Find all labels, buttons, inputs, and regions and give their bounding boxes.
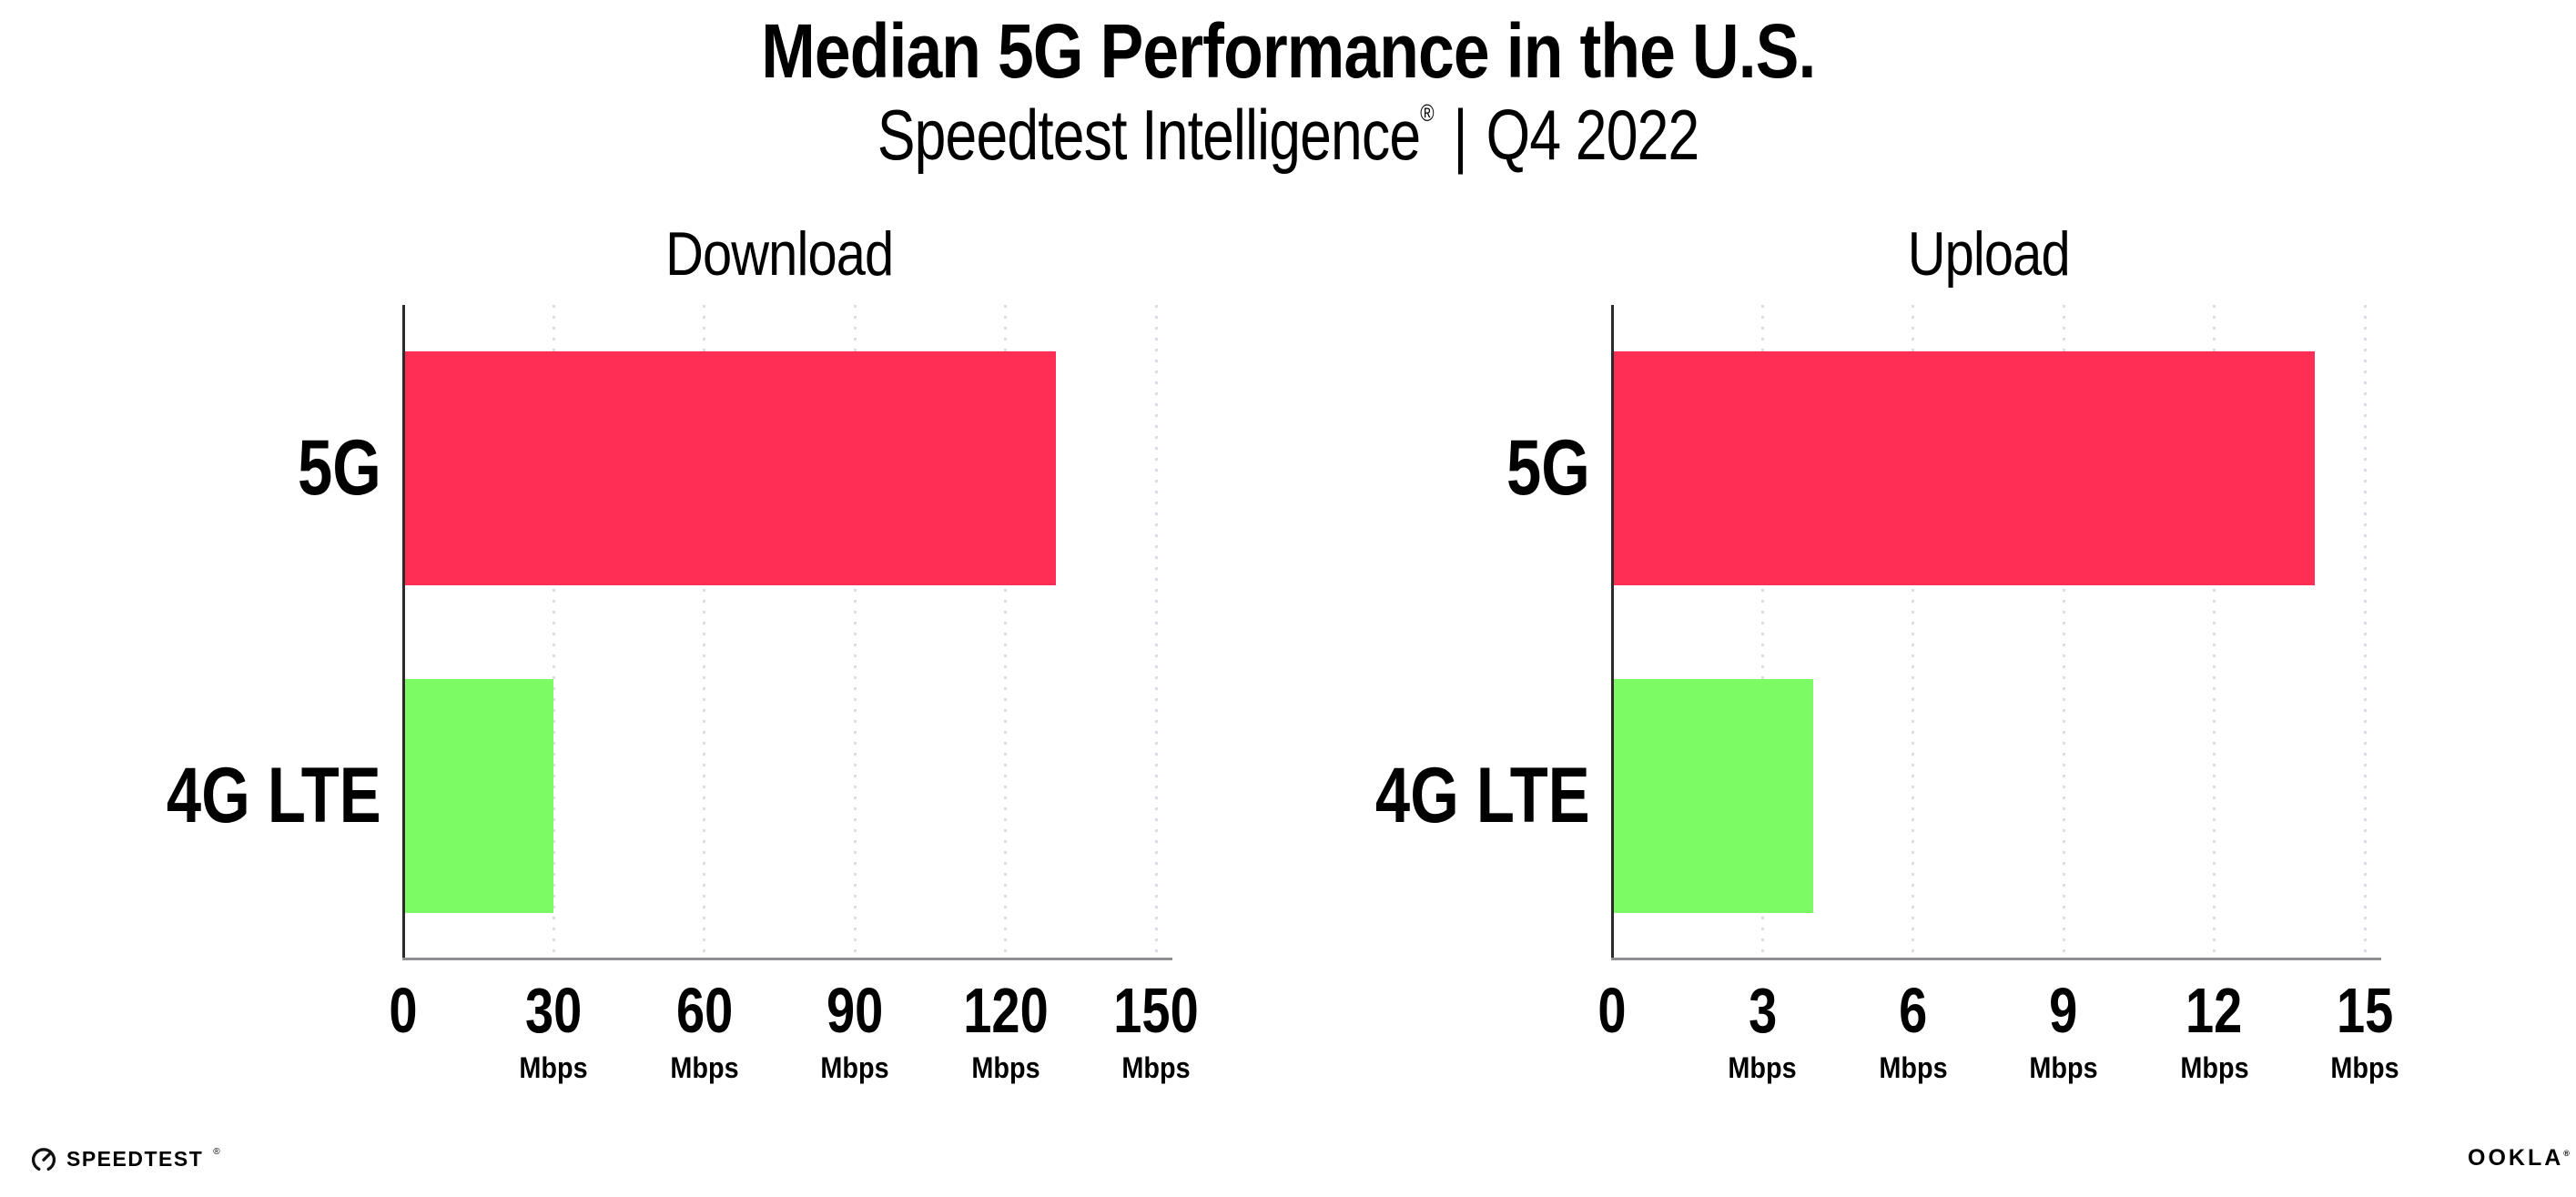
x-tick-unit: Mbps — [2029, 1051, 2098, 1084]
x-tick-value: 150 — [1113, 975, 1199, 1046]
x-tick-value: 12 — [2186, 975, 2243, 1046]
x-tick-value: 30 — [525, 975, 583, 1046]
gridline — [703, 305, 706, 958]
bar-row-4g-lte: 4G LTE — [167, 633, 1156, 960]
page-title: Median 5G Performance in the U.S. — [760, 8, 1816, 94]
x-tick-unit: Mbps — [820, 1051, 889, 1084]
x-axis-tick: 30 Mbps — [516, 979, 593, 1082]
x-tick-value: 15 — [2336, 975, 2394, 1046]
speedtest-logo: SPEEDTEST ® — [30, 1145, 220, 1172]
x-tick-unit: Mbps — [970, 1051, 1040, 1084]
x-axis-tick: 60 Mbps — [666, 979, 743, 1082]
ookla-logo-text: OOKLA — [2468, 1145, 2564, 1171]
x-axis-tick: 90 Mbps — [816, 979, 893, 1082]
x-tick-unit: Mbps — [519, 1051, 588, 1084]
x-tick-value: 3 — [1748, 975, 1777, 1046]
x-axis-tick: 150 Mbps — [1103, 979, 1210, 1082]
x-axis-tick: 15 Mbps — [2327, 979, 2403, 1082]
subtitle-separator: | — [1453, 95, 1467, 175]
x-axis-tick-labels: 0 30 Mbps 60 Mbps 90 Mbps 120 Mbps 150 Mbps — [389, 979, 1198, 1133]
category-label-4g-lte: 4G LTE — [1375, 751, 1590, 839]
download-plot-area: 5G 4G LTE — [167, 305, 1172, 960]
x-axis-tick: 0 — [386, 979, 421, 1042]
bar-row-5g: 5G — [1506, 305, 2365, 633]
x-tick-value: 0 — [389, 975, 418, 1046]
page-subtitle: Speedtest Intelligence® | Q4 2022 — [0, 95, 2576, 177]
x-tick-unit: Mbps — [2179, 1051, 2249, 1084]
x-axis-tick: 120 Mbps — [952, 979, 1059, 1082]
gridline — [2062, 305, 2065, 958]
y-axis-line — [402, 305, 405, 959]
bar-5g-upload — [1612, 351, 2315, 585]
x-tick-value: 6 — [1899, 975, 1928, 1046]
x-tick-value: 120 — [962, 975, 1049, 1046]
x-tick-value: 0 — [1597, 975, 1627, 1046]
x-axis-line — [402, 958, 1172, 960]
x-tick-unit: Mbps — [1121, 1051, 1191, 1084]
x-tick-unit: Mbps — [1728, 1051, 1797, 1084]
x-axis-tick: 0 — [1595, 979, 1630, 1042]
x-axis-tick-labels: 0 3 Mbps 6 Mbps 9 Mbps 12 Mbps 15 Mbps — [1597, 979, 2399, 1133]
upload-chart: Upload 5G 4G LTE 0 3 Mbps 6 Mbps 9 Mbps 12 Mbps 1… — [1375, 219, 2399, 1133]
bar-row-5g: 5G — [298, 305, 1156, 633]
x-tick-unit: Mbps — [1879, 1051, 1948, 1084]
speedtest-logo-text: SPEEDTEST — [66, 1146, 204, 1171]
x-tick-unit: Mbps — [2330, 1051, 2399, 1084]
bar-5g-download — [403, 351, 1056, 585]
gridline — [2363, 305, 2367, 958]
chart-title-download: Download — [665, 219, 894, 289]
bar-4g-lte-download — [403, 678, 554, 913]
x-tick-value: 90 — [827, 975, 884, 1046]
registered-trademark-symbol: ® — [1420, 99, 1435, 127]
speedometer-gauge-icon — [30, 1145, 57, 1172]
x-axis-line — [1611, 958, 2381, 960]
bar-row-4g-lte: 4G LTE — [1375, 633, 2365, 960]
x-axis-tick: 6 Mbps — [1875, 979, 1952, 1082]
chart-title-upload: Upload — [1907, 219, 2070, 289]
gridline — [1912, 305, 1915, 958]
subtitle-product: Speedtest Intelligence — [877, 95, 1421, 175]
gridline — [552, 305, 555, 958]
x-axis-tick: 12 Mbps — [2176, 979, 2253, 1082]
ookla-trademark-symbol: ® — [2563, 1149, 2570, 1158]
x-axis-tick: 9 Mbps — [2025, 979, 2102, 1082]
subtitle-period: Q4 2022 — [1486, 95, 1699, 175]
gridline — [1154, 305, 1158, 958]
x-tick-value: 9 — [2049, 975, 2078, 1046]
y-axis-line — [1611, 305, 1614, 959]
upload-plot-area: 5G 4G LTE — [1375, 305, 2381, 960]
gridline — [2213, 305, 2216, 958]
ookla-logo: OOKLA® — [2468, 1147, 2570, 1170]
category-label-4g-lte: 4G LTE — [167, 751, 381, 839]
download-chart: Download 5G 4G LTE 0 30 Mbps 60 Mbps 90 Mbps 12… — [167, 219, 1198, 1133]
gridline — [1760, 305, 1764, 958]
x-tick-unit: Mbps — [670, 1051, 739, 1084]
x-tick-value: 60 — [675, 975, 733, 1046]
x-axis-tick: 3 Mbps — [1725, 979, 1801, 1082]
gridline — [853, 305, 857, 958]
gridline — [1004, 305, 1008, 958]
category-label-5g: 5G — [298, 424, 381, 512]
category-label-5g: 5G — [1506, 424, 1590, 512]
bar-4g-lte-upload — [1612, 678, 1813, 913]
speedtest-trademark-symbol: ® — [213, 1146, 220, 1157]
